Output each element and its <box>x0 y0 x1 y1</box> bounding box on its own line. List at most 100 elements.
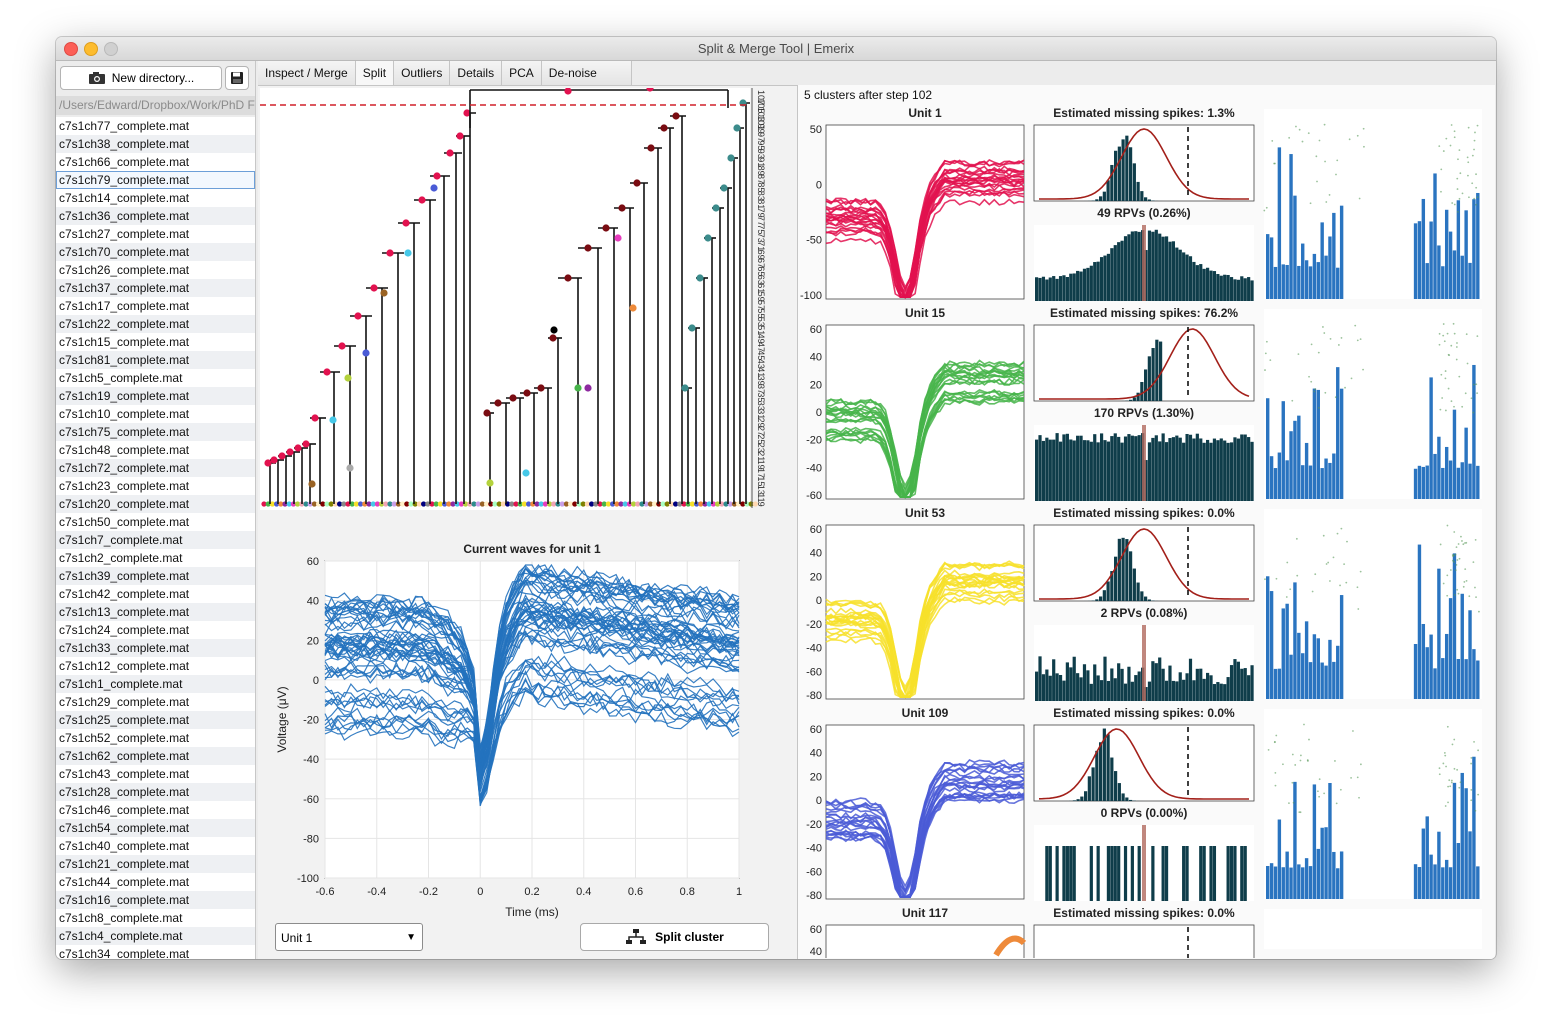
tab-details[interactable]: Details <box>450 61 503 85</box>
leaf-marker <box>748 501 754 507</box>
autocorrelogram-bar <box>1247 675 1251 701</box>
file-list-item[interactable]: c7s1ch29_complete.mat <box>56 693 255 711</box>
file-list-item[interactable]: c7s1ch79_complete.mat <box>56 171 255 189</box>
file-list-item[interactable]: c7s1ch17_complete.mat <box>56 297 255 315</box>
file-list-item[interactable]: c7s1ch38_complete.mat <box>56 135 255 153</box>
node-marker <box>286 448 294 456</box>
file-list-item[interactable]: c7s1ch7_complete.mat <box>56 531 255 549</box>
file-list-item[interactable]: c7s1ch46_complete.mat <box>56 801 255 819</box>
spike-scatter-point <box>1474 809 1477 812</box>
file-list-item[interactable]: c7s1ch40_complete.mat <box>56 837 255 855</box>
amplitude-bar <box>1301 243 1305 299</box>
file-list-item[interactable]: c7s1ch34_complete.mat <box>56 945 255 959</box>
tab-pca[interactable]: PCA <box>502 61 542 85</box>
file-list-item[interactable]: c7s1ch72_complete.mat <box>56 459 255 477</box>
amplitude-bar <box>1320 468 1324 499</box>
autocorrelogram-bar <box>1137 671 1141 701</box>
save-button[interactable] <box>225 66 249 90</box>
spike-scatter-point <box>1456 342 1458 344</box>
file-list-item[interactable]: c7s1ch16_complete.mat <box>56 891 255 909</box>
autocorrelogram-bar <box>1113 678 1117 701</box>
split-cluster-button[interactable]: Split cluster <box>580 923 769 951</box>
file-list-item[interactable]: c7s1ch75_complete.mat <box>56 423 255 441</box>
file-list-item[interactable]: c7s1ch28_complete.mat <box>56 783 255 801</box>
file-list-item[interactable]: c7s1ch52_complete.mat <box>56 729 255 747</box>
tab-inspect-merge[interactable]: Inspect / Merge <box>258 61 356 85</box>
file-list-item[interactable]: c7s1ch39_complete.mat <box>56 567 255 585</box>
file-list-item[interactable]: c7s1ch5_complete.mat <box>56 369 255 387</box>
file-list-item[interactable]: c7s1ch25_complete.mat <box>56 711 255 729</box>
file-list-item[interactable]: c7s1ch8_complete.mat <box>56 909 255 927</box>
file-list-item[interactable]: c7s1ch10_complete.mat <box>56 405 255 423</box>
unit-waveform-trace <box>825 592 1025 698</box>
histogram-bar <box>1102 728 1106 801</box>
tab-de-noise[interactable]: De-noise <box>541 61 632 85</box>
spike-scatter-point <box>1472 411 1475 414</box>
file-list-item[interactable]: c7s1ch22_complete.mat <box>56 315 255 333</box>
amplitude-bar <box>1316 848 1320 899</box>
leaf-marker <box>559 501 565 507</box>
file-list-item[interactable]: c7s1ch13_complete.mat <box>56 603 255 621</box>
file-list-item[interactable]: c7s1ch21_complete.mat <box>56 855 255 873</box>
file-list-item[interactable]: c7s1ch54_complete.mat <box>56 819 255 837</box>
file-list-item[interactable]: c7s1ch20_complete.mat <box>56 495 255 513</box>
spike-scatter-point <box>1456 588 1459 591</box>
leaf-marker <box>614 501 620 507</box>
tab-split[interactable]: Split <box>355 61 395 85</box>
file-list-item[interactable]: c7s1ch4_complete.mat <box>56 927 255 945</box>
file-list-item[interactable]: c7s1ch23_complete.mat <box>56 477 255 495</box>
spike-scatter-point <box>1329 580 1331 582</box>
file-list-item[interactable]: c7s1ch50_complete.mat <box>56 513 255 531</box>
autocorrelogram-bar <box>1103 656 1107 701</box>
spike-scatter-point <box>1350 377 1353 380</box>
file-list-item[interactable]: c7s1ch24_complete.mat <box>56 621 255 639</box>
unit-y-tick-label: -60 <box>806 666 822 678</box>
file-list-item[interactable]: c7s1ch43_complete.mat <box>56 765 255 783</box>
spike-scatter-point <box>1455 563 1458 566</box>
minimize-window-button[interactable] <box>84 42 98 56</box>
amplitude-bar <box>1285 851 1289 899</box>
maximize-window-button[interactable] <box>104 42 118 56</box>
leaf-marker <box>605 501 611 507</box>
close-window-button[interactable] <box>64 42 78 56</box>
new-directory-button[interactable]: New directory... <box>60 66 222 90</box>
file-list-item[interactable]: c7s1ch33_complete.mat <box>56 639 255 657</box>
amplitude-bar <box>1456 659 1461 699</box>
autocorrelogram-bar <box>1168 241 1172 301</box>
file-list-item[interactable]: c7s1ch44_complete.mat <box>56 873 255 891</box>
file-list-item[interactable]: c7s1ch81_complete.mat <box>56 351 255 369</box>
file-list-item[interactable]: c7s1ch70_complete.mat <box>56 243 255 261</box>
file-list-item[interactable]: c7s1ch12_complete.mat <box>56 657 255 675</box>
file-list-item[interactable]: c7s1ch2_complete.mat <box>56 549 255 567</box>
split-cluster-label: Split cluster <box>655 930 724 944</box>
file-list-item[interactable]: c7s1ch62_complete.mat <box>56 747 255 765</box>
spike-scatter-point <box>1458 149 1461 152</box>
file-list-item[interactable]: c7s1ch27_complete.mat <box>56 225 255 243</box>
autocorrelogram-bar <box>1188 256 1193 301</box>
amplitude-bar <box>1472 364 1476 499</box>
file-list-item[interactable]: c7s1ch15_complete.mat <box>56 333 255 351</box>
file-list-item[interactable]: c7s1ch1_complete.mat <box>56 675 255 693</box>
file-list-item[interactable]: c7s1ch19_complete.mat <box>56 387 255 405</box>
amplitude-bar <box>1308 266 1313 299</box>
file-list-item[interactable]: c7s1ch77_complete.mat <box>56 117 255 135</box>
file-list-item[interactable]: c7s1ch66_complete.mat <box>56 153 255 171</box>
tab-outliers[interactable]: Outliers <box>394 61 451 85</box>
autocorrelogram-bar <box>1123 236 1128 301</box>
waveform-trace <box>324 595 740 766</box>
file-list-item[interactable]: c7s1ch26_complete.mat <box>56 261 255 279</box>
file-list-item[interactable]: c7s1ch48_complete.mat <box>56 441 255 459</box>
amplitude-bar <box>1277 147 1282 299</box>
node-marker <box>646 88 654 92</box>
unit-y-tick-label: -100 <box>800 290 822 302</box>
file-list-item[interactable]: c7s1ch37_complete.mat <box>56 279 255 297</box>
unit-select[interactable]: Unit 1 ▼ <box>275 923 423 951</box>
autocorrelogram-bar <box>1212 438 1217 501</box>
refractory-period-marker <box>1142 425 1146 501</box>
spike-scatter-point <box>1310 380 1313 383</box>
file-list-item[interactable]: c7s1ch14_complete.mat <box>56 189 255 207</box>
file-list-item[interactable]: c7s1ch36_complete.mat <box>56 207 255 225</box>
node-marker <box>681 384 689 392</box>
autocorrelogram-bar <box>1182 679 1186 701</box>
file-list-item[interactable]: c7s1ch42_complete.mat <box>56 585 255 603</box>
